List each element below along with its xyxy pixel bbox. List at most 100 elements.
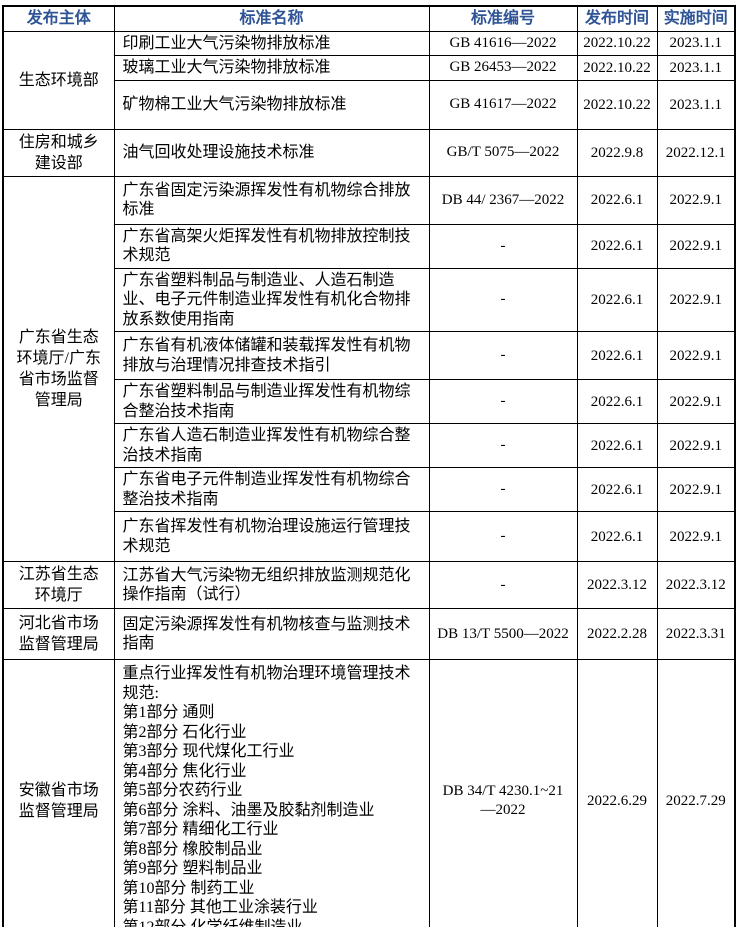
standard-name-cell: 油气回收处理设施技术标准 [113,128,430,177]
standard-name-cell: 广东省固定污染源挥发性有机物综合排放标准 [113,175,430,225]
standard-name-line: 第8部分 橡胶制品业 [122,840,263,858]
standard-name-line: 第9部分 塑料制品业 [122,860,263,878]
standard-name-cell: 广东省塑料制品与制造业、人造石制造业、电子元件制造业挥发性有机化合物排放系数使用… [113,267,430,332]
table-row: 广东省塑料制品与制造业、人造石制造业、电子元件制造业挥发性有机化合物排放系数使用… [3,267,736,332]
table-row: 广东省生态环境厅/广东省市场监督管理局 广东省固定污染源挥发性有机物综合排放标准 D… [2,175,736,562]
publish-date-cell: 2022.6.1 [576,223,658,269]
publish-date-cell: 2022.9.8 [576,128,658,177]
column-header-implement-date: 实施时间 [656,5,736,32]
implement-date-cell: 2022.3.31 [656,608,736,660]
standard-name-line: 第2部分 石化行业 [122,723,247,741]
publish-date-cell: 2022.6.1 [576,511,658,562]
standard-name-line: 第1部分 通则 [122,704,215,722]
implement-date-cell: 2022.7.29 [656,659,736,927]
publisher-cell: 河北省市场监督管理局 [2,608,115,660]
standard-code-cell: - [428,511,578,562]
standard-code-cell: GB/T 5075—2022 [428,128,578,177]
implement-date-cell: 2022.9.1 [656,223,736,269]
publisher-cell: 生态环境部 [2,30,115,130]
standard-code-cell: DB 13/T 5500—2022 [428,608,578,660]
table-row: 广东省电子元件制造业挥发性有机物综合整治技术指南 -2022.6.1 2022.9.… [3,467,736,512]
implement-date-cell: 2022.9.1 [656,467,736,512]
column-header-standard-code: 标准编号 [428,5,578,32]
table-body: 生态环境部 印刷工业大气污染物排放标准 GB 41616—2022 2022.10.2… [2,30,736,927]
table-row: 安徽省市场监督管理局 重点行业挥发性有机物治理环境管理技术规范: 第1部分 通则 第2… [2,659,736,927]
table-row: 广东省有机液体储罐和装载挥发性有机物排放与治理情况排查技术指引 -2022.6.1… [3,331,736,380]
publish-date-cell: 2022.3.12 [576,561,658,609]
standard-name-line: 第12部分 化学纤维制造业 [123,918,421,927]
column-header-standard-name: 标准名称 [113,5,430,32]
publish-date-cell: 2022.6.1 [576,267,658,332]
standard-code-cell: - [428,331,578,380]
standard-name-line: 第5部分农药行业 [122,782,243,800]
publish-date-cell: 2022.6.1 [576,175,658,225]
standard-code-cell: - [428,423,578,468]
table-row: 江苏省生态环境厅 江苏省大气污染物无组织排放监测规范化操作指南（试行） -2022.… [2,561,736,609]
implement-date-cell: 2022.9.1 [656,267,736,332]
standard-code-cell: - [428,467,578,512]
publish-date-cell: 2022.6.1 [576,423,658,468]
standard-code-cell: - [428,379,578,424]
publish-date-cell: 2022.6.1 [576,467,658,512]
table-row: 住房和城乡建设部 油气回收处理设施技术标准 GB/T 5075—2022 2022.9… [2,128,736,177]
standard-name-cell: 广东省人造石制造业挥发性有机物综合整治技术指南 [113,423,430,468]
table-row: 河北省市场监督管理局 固定污染源挥发性有机物核查与监测技术指南 DB 13/T 55… [2,608,736,660]
table-row: 玻璃工业大气污染物排放标准 GB 26453—2022 2022.10.22 2023… [3,55,736,81]
implement-date-cell: 2022.9.1 [656,423,736,468]
implement-date-cell: 2023.1.1 [656,55,736,81]
standard-name-line: 第7部分 精细化工行业 [122,821,279,839]
publish-date-cell: 2022.10.22 [576,30,658,56]
implement-date-cell: 2023.1.1 [656,30,736,56]
standard-name-line: 第4部分 焦化行业 [122,762,247,780]
standard-name-line: 第6部分 涂料、油墨及胶黏剂制造业 [122,801,375,819]
standard-name-cell: 广东省挥发性有机物治理设施运行管理技术规范 [113,511,430,562]
standard-name-cell: 矿物棉工业大气污染物排放标准 [113,79,430,130]
implement-date-cell: 2022.12.1 [656,128,736,177]
column-header-publisher: 发布主体 [2,5,115,32]
standard-code-cell: DB 34/T 4230.1~21—2022 [428,659,578,927]
table-row: 矿物棉工业大气污染物排放标准 GB 41617—2022 2022.10.22 202… [3,79,736,130]
implement-date-cell: 2023.1.1 [656,79,736,130]
standard-code-cell: GB 26453—2022 [428,55,578,81]
implement-date-cell: 2022.9.1 [656,331,736,380]
standard-name-line: 第3部分 现代煤化工行业 [122,743,295,761]
publish-date-cell: 2022.6.1 [576,379,658,424]
publish-date-cell: 2022.6.1 [576,331,658,380]
standard-name-cell: 广东省高架火炬挥发性有机物排放控制技术规范 [113,223,430,269]
standard-code-cell: DB 44/ 2367—2022 [428,175,578,225]
standard-code-cell: - [428,561,578,609]
standard-name-cell: 玻璃工业大气污染物排放标准 [113,55,430,81]
standard-name-cell: 广东省塑料制品与制造业挥发性有机物综合整治技术指南 [113,379,430,424]
publisher-cell: 安徽省市场监督管理局 [2,659,115,927]
implement-date-cell: 2022.9.1 [656,175,736,225]
publish-date-cell: 2022.6.29 [576,659,658,927]
standard-code-cell: GB 41617—2022 [428,79,578,130]
standard-name-line: 第11部分 其他工业涂装行业 [122,899,318,917]
table-row: 生态环境部 印刷工业大气污染物排放标准 GB 41616—2022 2022.10.2… [2,30,736,130]
standard-name-cell: 固定污染源挥发性有机物核查与监测技术指南 [113,608,430,660]
standard-code-cell: - [428,223,578,269]
publish-date-cell: 2022.10.22 [576,55,658,81]
standard-name-line: 重点行业挥发性有机物治理环境管理技术规范: [122,665,411,702]
standard-name-cell: 广东省有机液体储罐和装载挥发性有机物排放与治理情况排查技术指引 [113,331,430,380]
standard-name-cell: 印刷工业大气污染物排放标准 [113,30,430,56]
table-row: 广东省挥发性有机物治理设施运行管理技术规范 -2022.6.1 2022.9.1 [3,511,736,562]
publish-date-cell: 2022.10.22 [576,79,658,130]
table-row: 广东省高架火炬挥发性有机物排放控制技术规范 -2022.6.1 2022.9.1 [3,223,736,269]
implement-date-cell: 2022.3.12 [656,561,736,609]
standard-name-cell: 广东省电子元件制造业挥发性有机物综合整治技术指南 [113,467,430,512]
implement-date-cell: 2022.9.1 [656,511,736,562]
publisher-cell: 住房和城乡建设部 [2,128,115,177]
standards-table: 发布主体 标准名称 标准编号 发布时间 实施时间 生态环境部 印刷工业大气污染物排… [2,5,736,927]
column-header-publish-date: 发布时间 [576,5,658,32]
table-header-row: 发布主体 标准名称 标准编号 发布时间 实施时间 [2,5,736,32]
implement-date-cell: 2022.9.1 [656,379,736,424]
standard-name-cell: 重点行业挥发性有机物治理环境管理技术规范: 第1部分 通则 第2部分 石化行业第3部… [113,659,430,927]
standard-code-cell: GB 41616—2022 [428,30,578,56]
publish-date-cell: 2022.2.28 [576,608,658,660]
standard-code-cell: - [428,267,578,332]
publisher-cell: 广东省生态环境厅/广东省市场监督管理局 [2,175,115,562]
publisher-cell: 江苏省生态环境厅 [2,561,115,609]
standard-name-cell: 江苏省大气污染物无组织排放监测规范化操作指南（试行） [113,561,430,609]
